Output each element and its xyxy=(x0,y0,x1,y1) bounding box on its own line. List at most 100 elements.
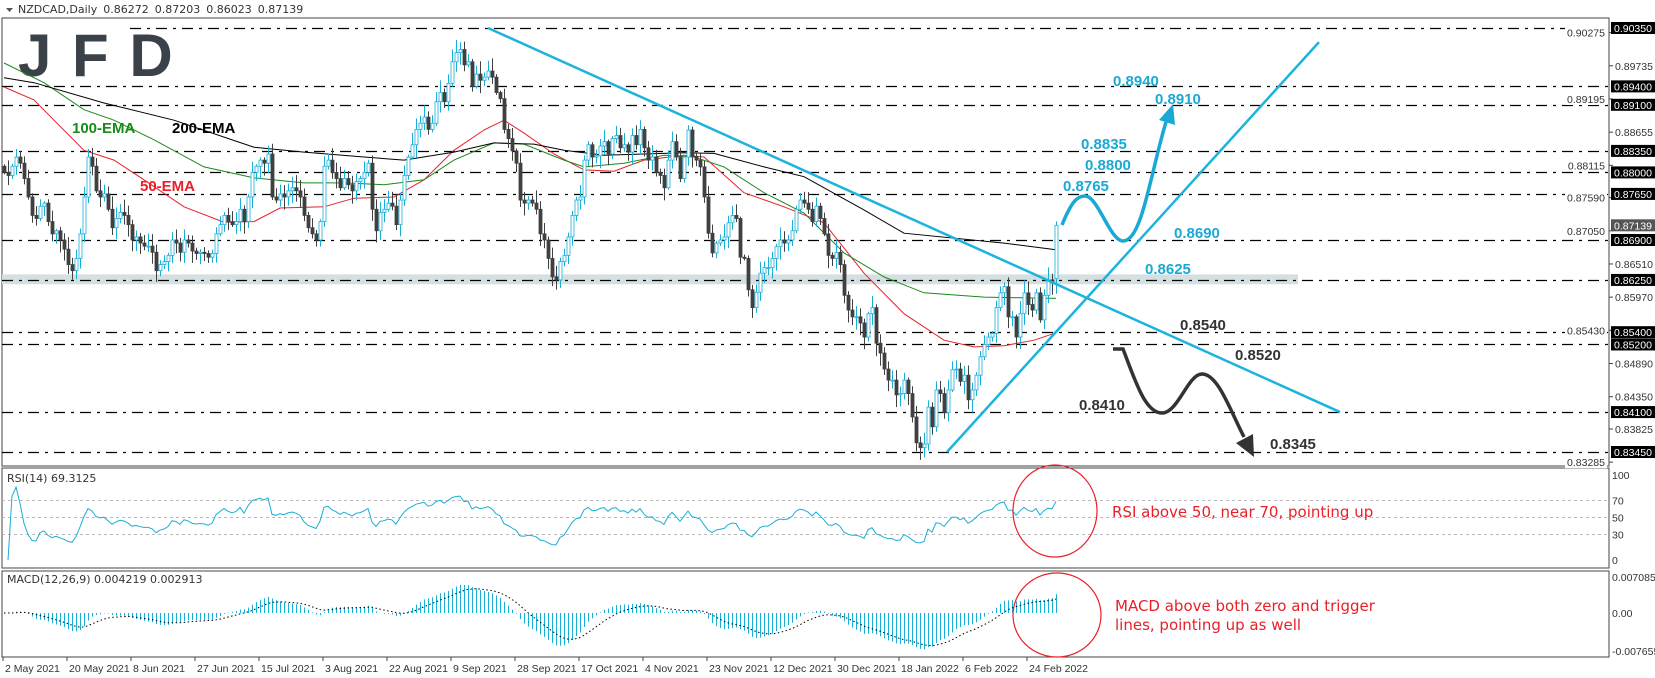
target-label: 0.8690 xyxy=(1174,225,1220,242)
time-tick-label: 22 Aug 2021 xyxy=(389,663,448,675)
candle-body xyxy=(762,267,767,274)
candle-body xyxy=(282,193,287,198)
candle-body xyxy=(242,208,247,222)
candle xyxy=(802,191,807,208)
candle xyxy=(1026,281,1031,316)
candle xyxy=(222,212,227,232)
candle xyxy=(942,387,947,419)
candle-body xyxy=(866,313,871,338)
collapse-triangle-icon[interactable] xyxy=(6,8,13,12)
target-label: 0.8910 xyxy=(1155,91,1201,108)
candle-body xyxy=(290,187,295,192)
candle-body xyxy=(626,144,631,153)
candle-body xyxy=(730,215,735,224)
candle xyxy=(42,200,47,217)
candle-body xyxy=(606,141,611,155)
candle-body xyxy=(210,253,215,258)
candle xyxy=(374,199,379,243)
time-tick-label: 27 Jun 2021 xyxy=(197,663,255,675)
candle xyxy=(826,223,831,269)
candle-body xyxy=(946,389,951,414)
price-tick-label: 0.89735 xyxy=(1615,61,1653,73)
candle xyxy=(402,165,407,207)
candle-body xyxy=(914,416,919,444)
candle-body xyxy=(294,187,299,192)
price-tick-label: 0.84890 xyxy=(1615,359,1653,371)
candle-body xyxy=(82,196,87,235)
candle-body xyxy=(330,159,335,173)
candle xyxy=(442,88,447,109)
candle xyxy=(638,120,643,155)
level-price-label: 0.88000 xyxy=(1614,167,1652,179)
candle xyxy=(482,72,487,86)
candle xyxy=(282,185,287,210)
candle xyxy=(994,300,999,343)
candle xyxy=(774,243,779,271)
candle xyxy=(10,163,15,179)
candle-body xyxy=(402,175,407,201)
candle-body xyxy=(878,342,883,354)
candle-body xyxy=(778,239,783,248)
candle-body xyxy=(926,406,931,445)
candle-body xyxy=(66,248,71,265)
candle-body xyxy=(146,245,151,248)
candle-body xyxy=(90,156,95,167)
candle-body xyxy=(698,159,703,168)
candle xyxy=(534,190,539,215)
candle-body xyxy=(374,208,379,232)
candle-body xyxy=(1022,292,1027,315)
target-label: 0.8520 xyxy=(1235,347,1281,364)
candle-body xyxy=(278,193,283,201)
candle-body xyxy=(58,230,63,241)
price-tick-label-backing xyxy=(1565,159,1607,172)
candle xyxy=(434,91,439,126)
candle xyxy=(690,126,695,168)
candle xyxy=(630,128,635,165)
candle xyxy=(1034,288,1039,315)
candle-body xyxy=(566,236,571,256)
candle-body xyxy=(138,236,143,244)
macd-signal-line xyxy=(4,588,1057,647)
candle-body xyxy=(442,92,447,103)
trendlines[interactable] xyxy=(487,26,1341,453)
candle-body xyxy=(274,196,279,201)
candle-body xyxy=(178,242,183,253)
candle-body xyxy=(922,443,927,449)
candle-body xyxy=(826,233,831,256)
candle xyxy=(694,152,699,167)
candle xyxy=(422,105,427,130)
candle-body xyxy=(682,156,687,179)
candle-body xyxy=(702,166,707,198)
macd-note-line2: lines, pointing up as well xyxy=(1115,616,1301,634)
price-tick-label: 0.88655 xyxy=(1615,127,1653,139)
candle-body xyxy=(326,159,331,167)
candle xyxy=(306,211,311,233)
candle xyxy=(846,291,851,323)
candle-body xyxy=(1038,292,1043,321)
candle xyxy=(874,304,879,357)
candle xyxy=(262,157,267,176)
candle-body xyxy=(1014,316,1019,338)
candle xyxy=(250,161,255,209)
macd-indicator: 0.007085 0.00 -0.007655 xyxy=(4,572,1655,658)
level-price-box xyxy=(1611,144,1655,157)
time-tick-label: 23 Nov 2021 xyxy=(709,663,769,675)
candle-body xyxy=(894,379,899,396)
candle-body xyxy=(1018,313,1023,338)
candle-body xyxy=(222,215,227,226)
candle xyxy=(842,259,847,304)
candle-body xyxy=(430,122,435,130)
candle xyxy=(770,251,775,279)
rsi-indicator: 100 70 50 30 0 xyxy=(2,470,1630,567)
level-price-label: 0.90350 xyxy=(1614,23,1652,35)
candle-body xyxy=(342,178,347,189)
price-tick-label: 0.89195 xyxy=(1567,94,1605,106)
time-tick-label: 9 Sep 2021 xyxy=(453,663,507,675)
level-price-box xyxy=(1611,273,1655,286)
candle-body xyxy=(670,141,675,161)
candle xyxy=(902,372,907,400)
candle-body xyxy=(166,254,171,262)
candle-body xyxy=(862,322,867,338)
time-tick-label: 20 May 2021 xyxy=(69,663,130,675)
candle xyxy=(362,161,367,189)
